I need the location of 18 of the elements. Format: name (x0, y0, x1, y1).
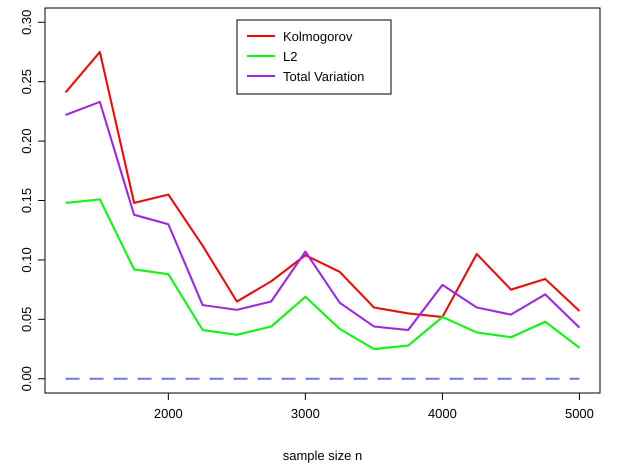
y-tick-label: 0.30 (19, 10, 34, 35)
legend-label: Kolmogorov (283, 29, 353, 44)
y-tick-label: 0.00 (19, 366, 34, 392)
x-tick-label: 5000 (564, 406, 594, 421)
y-tick-label: 0.25 (19, 69, 34, 94)
y-tick-label: 0.10 (19, 247, 34, 273)
legend-label: Total Variation (283, 69, 364, 84)
x-tick-label: 2000 (154, 406, 183, 421)
line-series (64, 100, 580, 332)
line-series (64, 50, 580, 318)
y-tick-label: 0.20 (19, 128, 34, 154)
y-tick-label: 0.05 (19, 306, 34, 332)
x-axis-title: sample size n (282, 448, 362, 463)
line-series (64, 198, 580, 350)
legend-label: L2 (283, 49, 298, 64)
x-tick-label: 3000 (290, 406, 320, 421)
y-tick-label: 0.15 (19, 188, 34, 214)
x-tick-label: 4000 (428, 406, 457, 421)
